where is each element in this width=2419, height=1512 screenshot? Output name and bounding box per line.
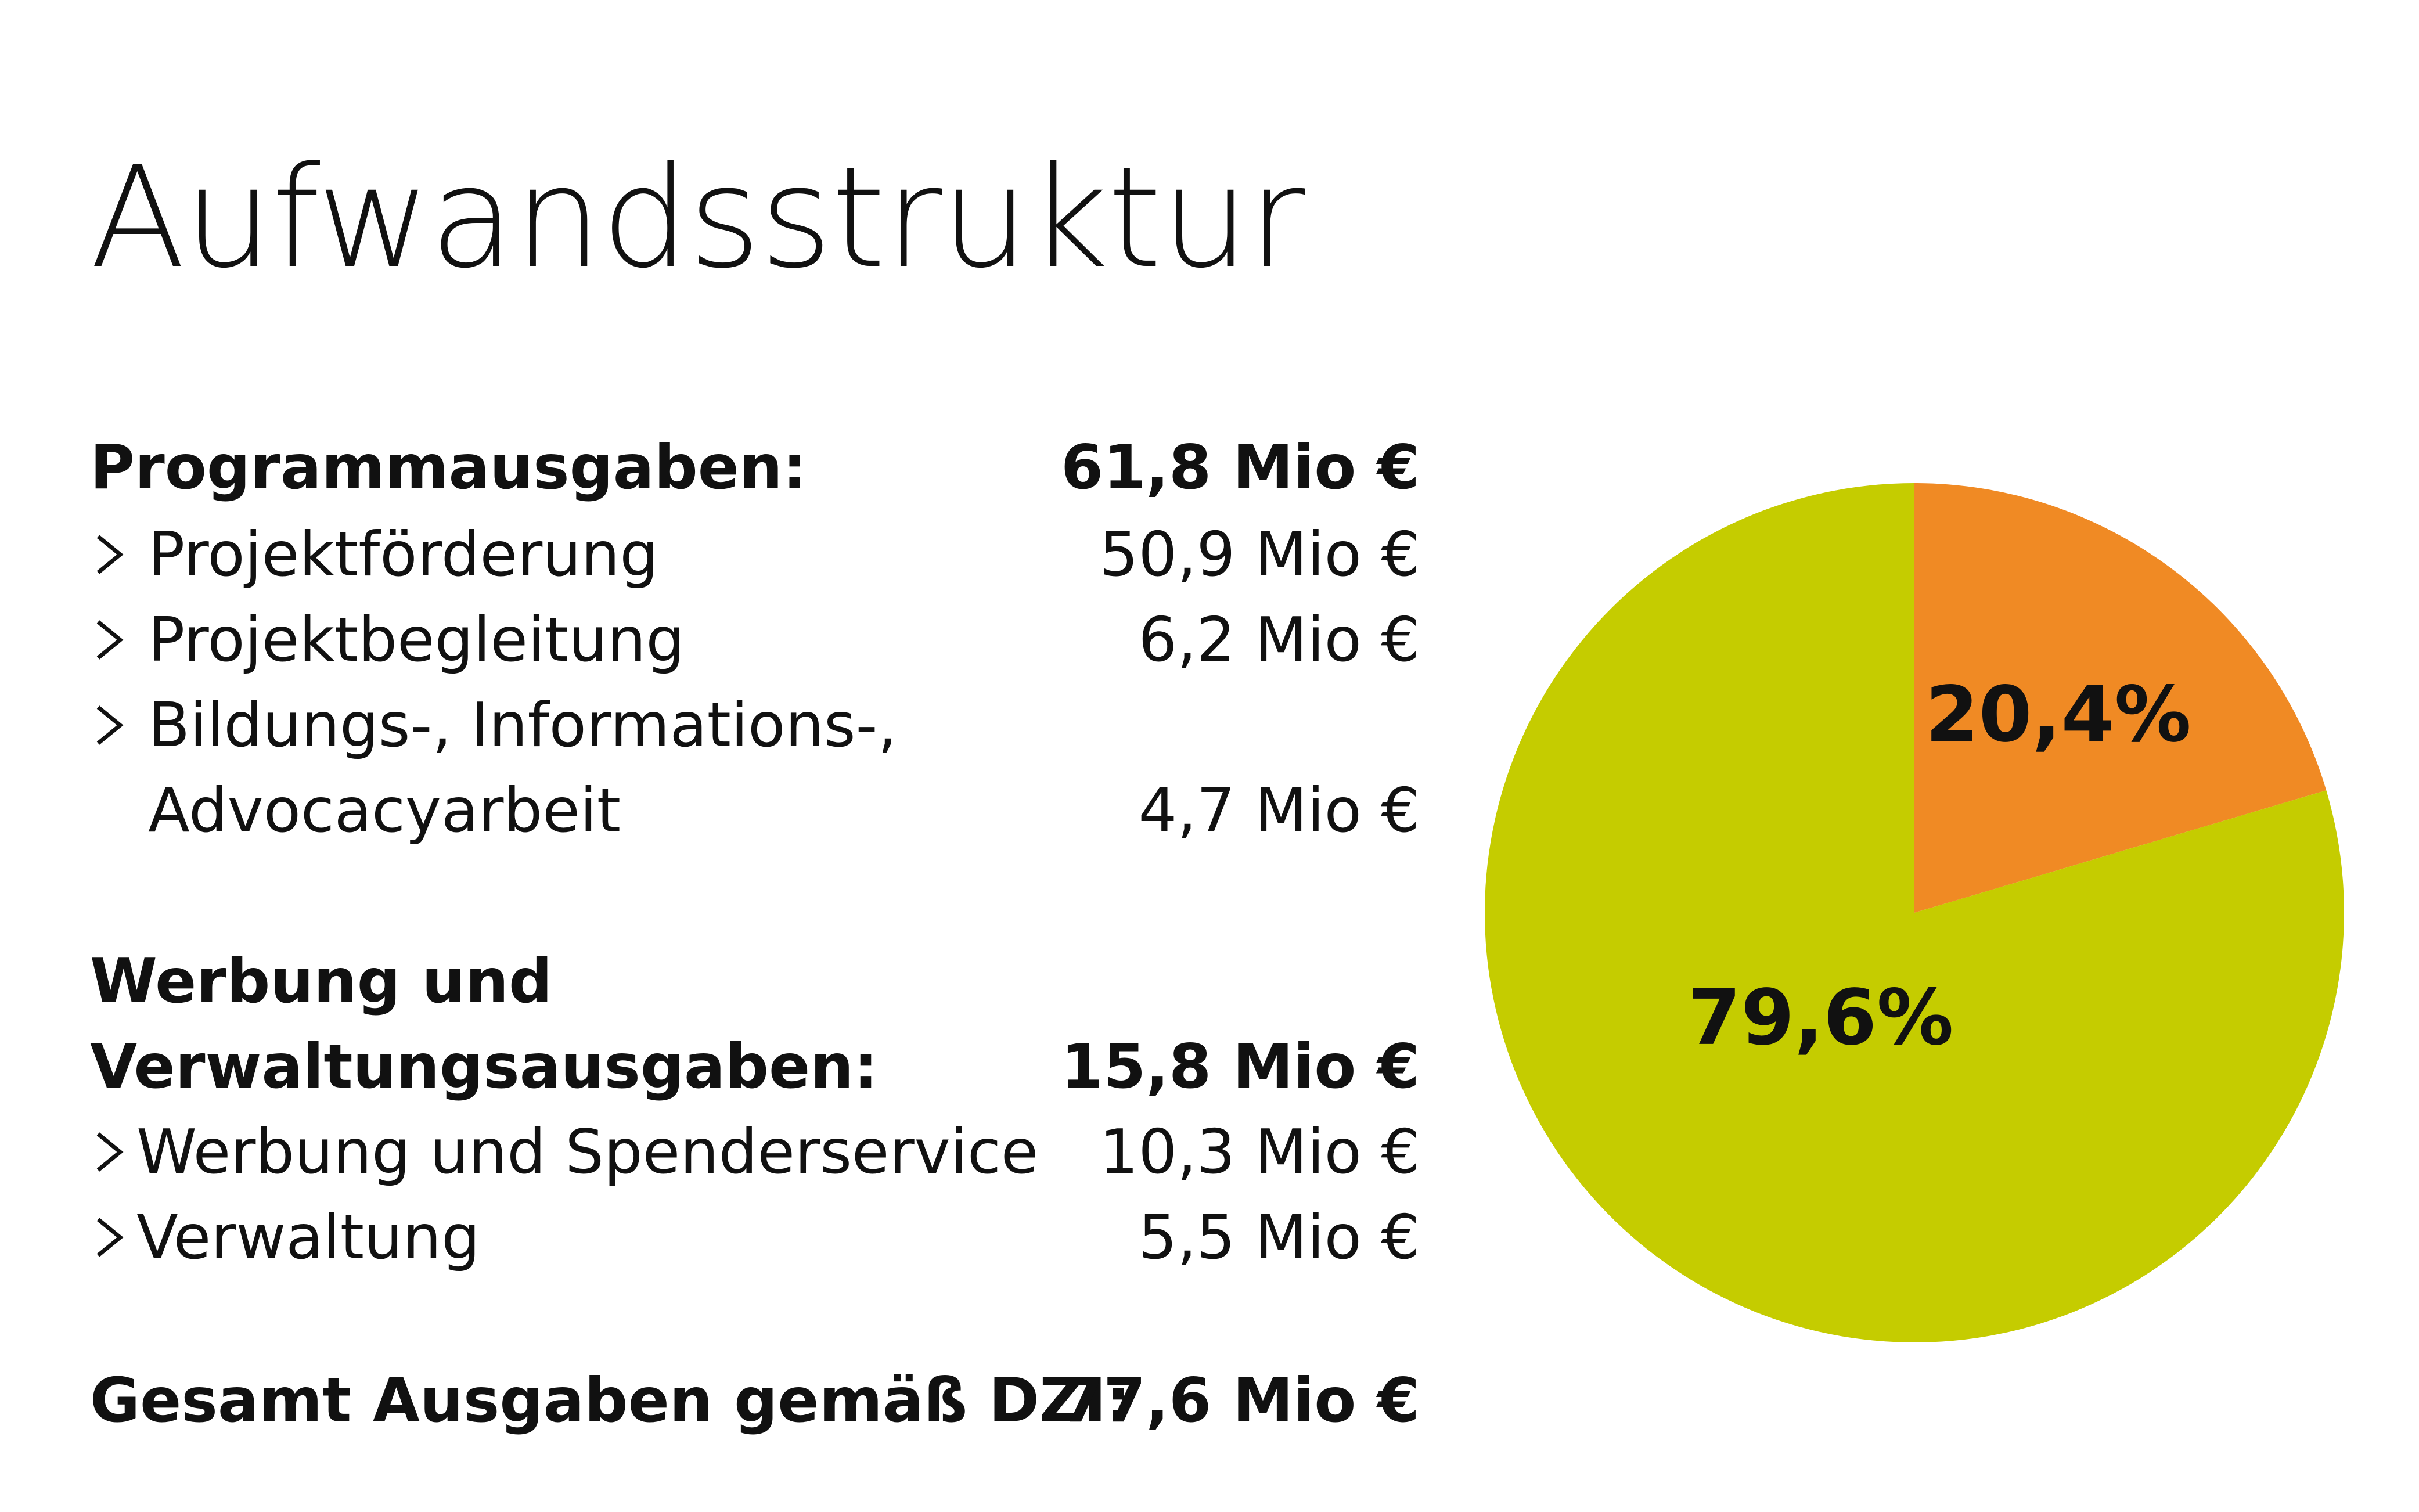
expense-breakdown: Programmausgaben: 61,8 Mio € Projektförd… [90, 0, 1420, 1512]
list-item-label: Projektförderung [148, 519, 659, 590]
chevron-right-icon [96, 705, 124, 745]
list-item-label: Bildungs-, Informations-, [148, 690, 897, 761]
pie-slice [1914, 483, 2327, 913]
list-item-value: 4,7 Mio € [1138, 775, 1420, 846]
total-value: 77,6 Mio € [1061, 1365, 1420, 1436]
pie-slice-label: 20,4% [1925, 670, 2191, 759]
group-program-header: Programmausgaben: 61,8 Mio € [90, 430, 1420, 505]
list-item-label: Verwaltung [136, 1202, 480, 1273]
chevron-right-icon [96, 620, 124, 660]
list-item-value: 50,9 Mio € [1099, 519, 1420, 590]
list-item-bildung-line1: Bildungs-, Informations-, [90, 687, 1420, 763]
group-admin-value: 15,8 Mio € [1061, 1031, 1420, 1102]
group-admin-label: Werbung und [90, 946, 553, 1017]
pie-slice-label: 79,6% [1687, 973, 1953, 1063]
total-row: Gesamt Ausgaben gemäß DZI: 77,6 Mio € [90, 1363, 1420, 1438]
pie-slice [1485, 483, 2345, 1342]
group-admin-header-line2: Verwaltungsausgaben: 15,8 Mio € [90, 1029, 1420, 1104]
list-item-projektbegleitung: Projektbegleitung 6,2 Mio € [90, 602, 1420, 678]
list-item-bildung-line2: Advocacyarbeit 4,7 Mio € [90, 773, 1420, 848]
list-item-label: Projektbegleitung [148, 604, 685, 675]
page-title: Aufwandsstruktur [90, 136, 1305, 299]
list-item-value: 10,3 Mio € [1099, 1117, 1420, 1187]
list-item-projektfoerderung: Projektförderung 50,9 Mio € [90, 517, 1420, 592]
list-item-werbung: Werbung und Spenderservice 10,3 Mio € [90, 1114, 1420, 1190]
total-label: Gesamt Ausgaben gemäß DZI: [90, 1365, 1131, 1436]
list-item-value: 5,5 Mio € [1138, 1202, 1420, 1273]
group-admin-label: Verwaltungsausgaben: [90, 1031, 878, 1102]
group-program-label: Programmausgaben: [90, 432, 807, 503]
list-item-verwaltung: Verwaltung 5,5 Mio € [90, 1200, 1420, 1275]
chevron-right-icon [96, 535, 124, 574]
list-item-label: Advocacyarbeit [148, 775, 621, 846]
group-program-value: 61,8 Mio € [1061, 432, 1420, 503]
chevron-right-icon [96, 1218, 124, 1257]
list-item-label: Werbung und Spenderservice [136, 1117, 1039, 1187]
group-admin-header-line1: Werbung und [90, 944, 1420, 1019]
list-item-value: 6,2 Mio € [1138, 604, 1420, 675]
chevron-right-icon [96, 1132, 124, 1172]
